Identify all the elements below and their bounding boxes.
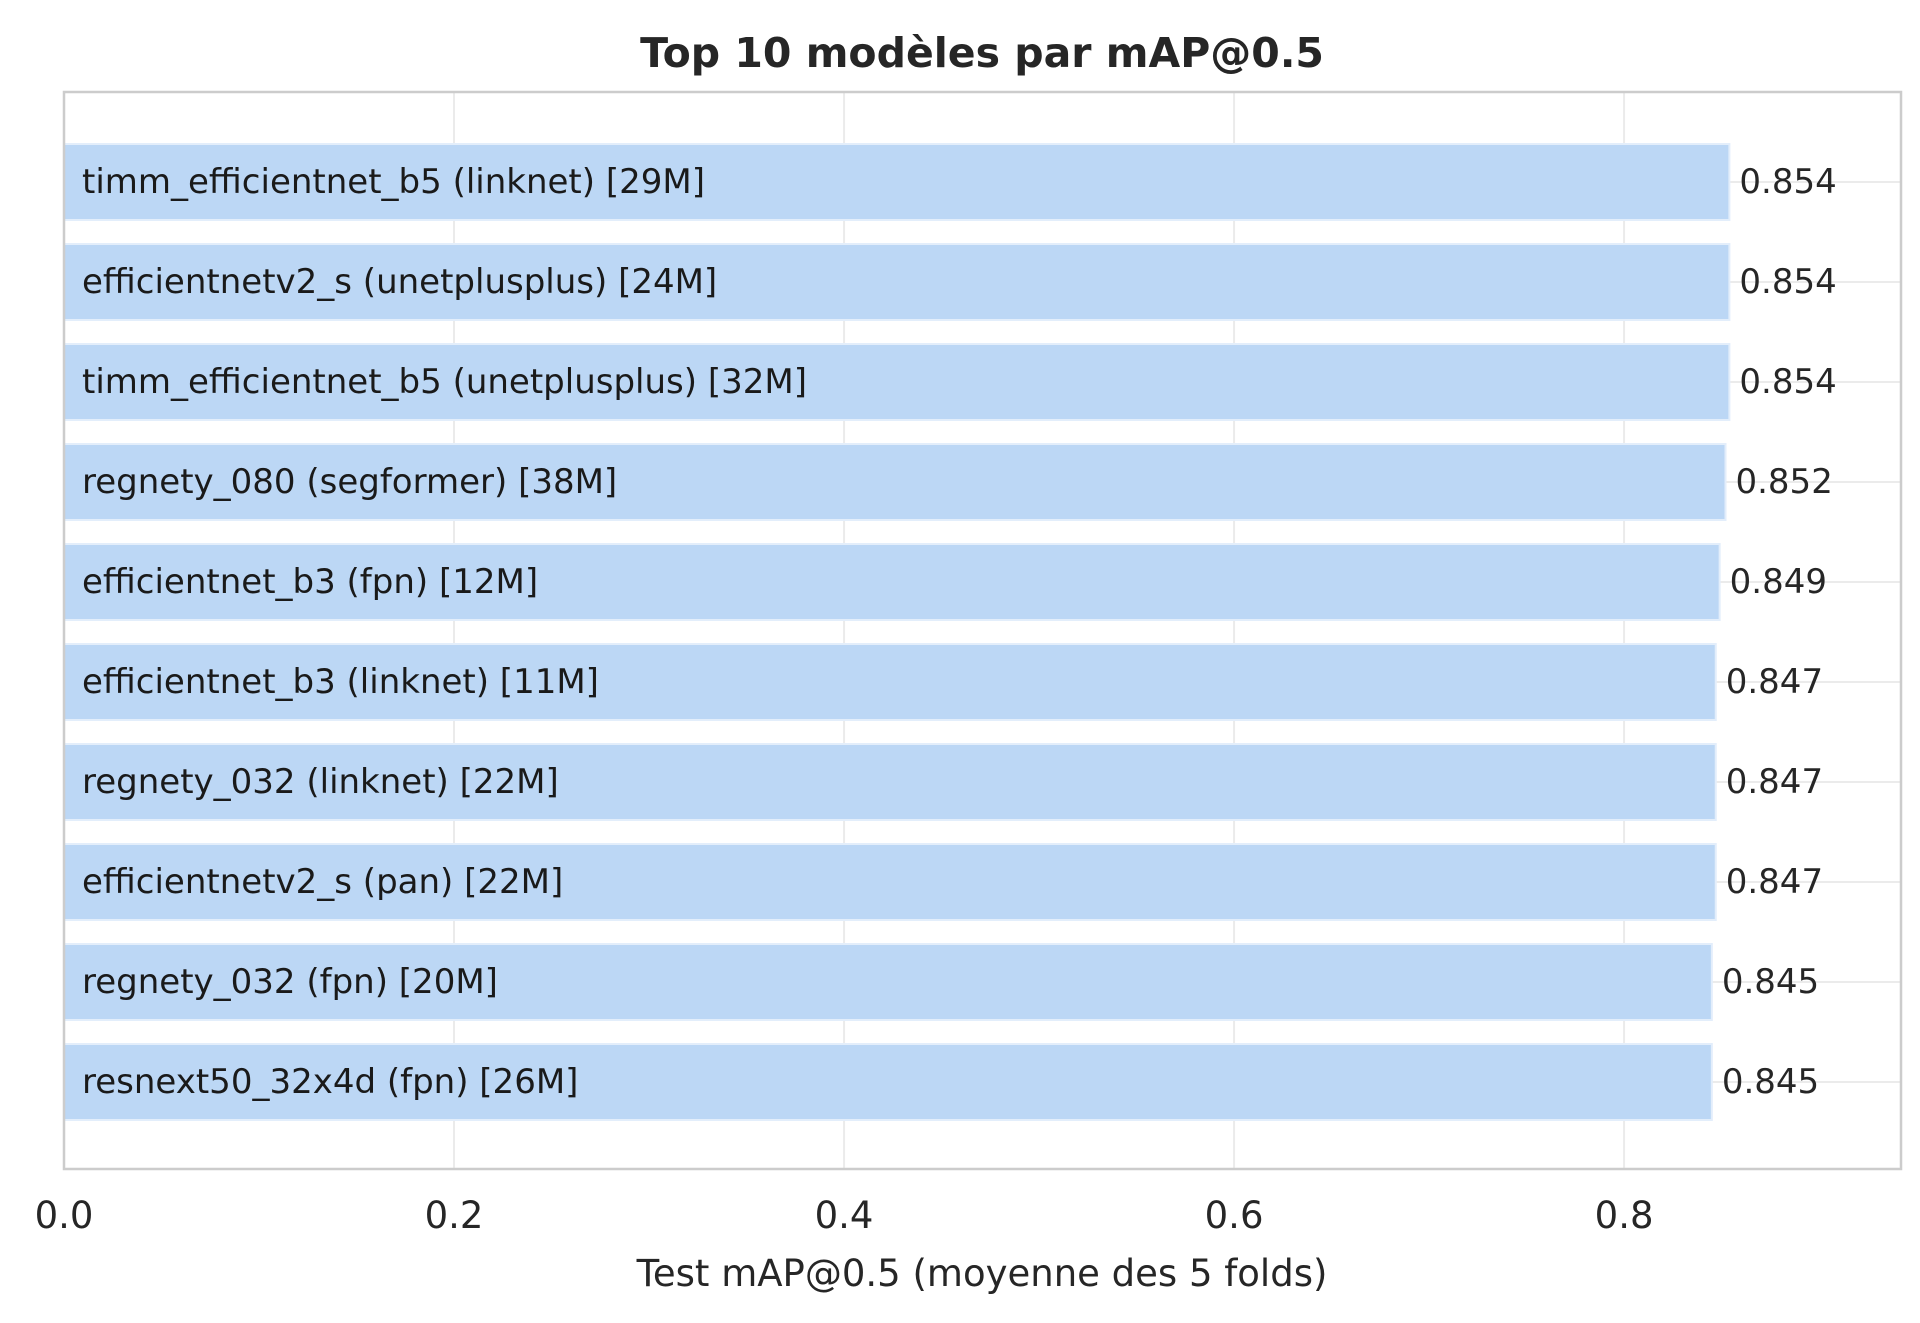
bar — [63, 143, 1731, 221]
bar — [63, 543, 1721, 621]
x-tick-label: 0.2 — [425, 1194, 484, 1237]
x-tick-label: 0.0 — [35, 1194, 94, 1237]
bar-category-label: efficientnetv2_s (pan) [22M] — [82, 862, 563, 902]
label-layer: timm_efficientnet_b5 (linknet) [29M] 0.85… — [82, 162, 1837, 1102]
bar — [63, 643, 1717, 721]
x-axis-label: Test mAP@0.5 (moyenne des 5 folds) — [636, 1252, 1328, 1295]
bar-layer — [63, 143, 1731, 1121]
bar-category-label: efficientnet_b3 (linknet) [11M] — [82, 662, 599, 702]
bar-value-label: 0.847 — [1726, 762, 1823, 802]
bar — [63, 243, 1731, 321]
bar-value-label: 0.854 — [1739, 362, 1836, 402]
x-tick-label: 0.8 — [1595, 1194, 1654, 1237]
bar-value-label: 0.847 — [1726, 862, 1823, 902]
bar — [63, 943, 1713, 1021]
bar-category-label: regnety_032 (fpn) [20M] — [82, 962, 498, 1002]
bar — [63, 843, 1717, 921]
bar-category-label: regnety_032 (linknet) [22M] — [82, 762, 559, 802]
bar — [63, 343, 1731, 421]
x-tick-label: 0.4 — [815, 1194, 874, 1237]
plot-frame — [62, 90, 1903, 1171]
bar-value-label: 0.849 — [1730, 562, 1827, 602]
bar — [63, 443, 1727, 521]
bar-value-label: 0.854 — [1739, 162, 1836, 202]
bar-value-label: 0.845 — [1722, 1062, 1819, 1102]
bar-category-label: regnety_080 (segformer) [38M] — [82, 462, 617, 502]
bar-value-label: 0.854 — [1739, 262, 1836, 302]
x-tick-label: 0.6 — [1205, 1194, 1264, 1237]
bar-value-label: 0.852 — [1735, 462, 1832, 502]
bar-category-label: timm_efficientnet_b5 (unetplusplus) [32M… — [82, 362, 807, 402]
bar — [63, 743, 1717, 821]
bar-category-label: efficientnetv2_s (unetplusplus) [24M] — [82, 262, 717, 302]
bar-category-label: resnext50_32x4d (fpn) [26M] — [82, 1062, 578, 1102]
bar-value-label: 0.845 — [1722, 962, 1819, 1002]
bar-category-label: efficientnet_b3 (fpn) [12M] — [82, 562, 538, 602]
tick-layer: 0.0 0.2 0.4 0.6 0.8 — [35, 1194, 1654, 1237]
bar-category-label: timm_efficientnet_b5 (linknet) [29M] — [82, 162, 705, 202]
bar-value-label: 0.847 — [1726, 662, 1823, 702]
chart-title: Top 10 modèles par mAP@0.5 — [640, 29, 1324, 77]
